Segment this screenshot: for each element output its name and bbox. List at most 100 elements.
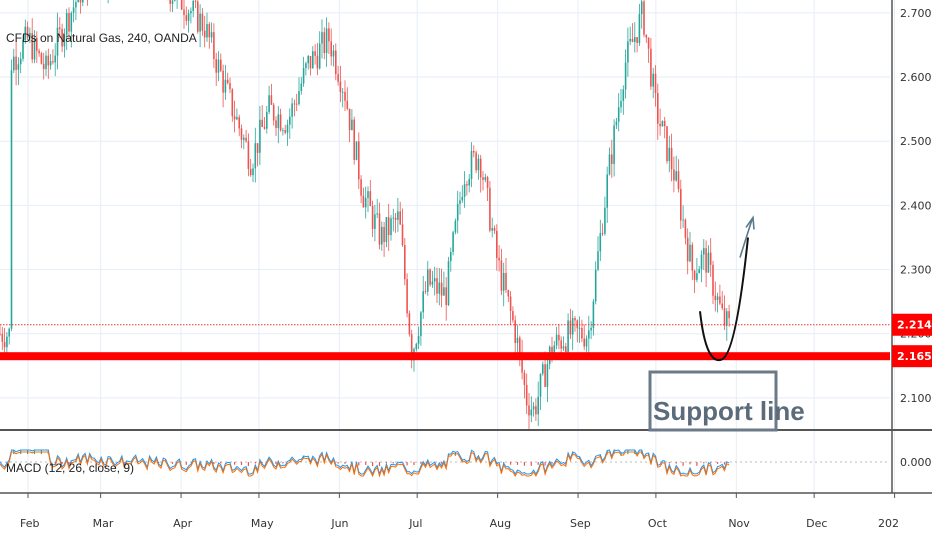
macd-histogram-bar <box>689 462 691 465</box>
candle-body <box>519 337 521 353</box>
macd-y-tick-label: 0.000 <box>900 456 932 469</box>
macd-line <box>0 449 730 476</box>
candle-body <box>332 50 335 57</box>
candle-body <box>318 43 321 69</box>
candle-body <box>539 373 542 397</box>
y-tick-label: 2.300 <box>900 264 932 277</box>
candle-body <box>670 147 673 170</box>
candle-body <box>666 126 668 162</box>
candle-body <box>59 27 61 29</box>
price-labels: 2.214 2.165 <box>892 313 932 368</box>
candle-body <box>284 130 286 133</box>
macd-histogram-bar <box>510 462 512 465</box>
macd-histogram-bar <box>516 462 519 465</box>
candle-body <box>341 91 344 93</box>
candle-body <box>169 0 171 4</box>
candle-body <box>663 120 666 127</box>
y-tick-label: 2.500 <box>900 135 932 148</box>
candle-body <box>433 278 436 282</box>
candle-body <box>440 282 443 296</box>
candle-body <box>231 89 234 117</box>
candle-body <box>728 311 730 319</box>
overlays <box>0 215 890 362</box>
candle-body <box>10 70 13 329</box>
macd-histogram-bar <box>392 462 394 464</box>
candle-body <box>3 341 6 348</box>
candle-body <box>282 130 284 131</box>
candle-body <box>427 269 429 292</box>
candle-body <box>394 217 397 220</box>
candle-body <box>328 28 330 42</box>
candle-body <box>351 119 353 131</box>
candle-body <box>645 34 648 38</box>
macd-histogram-bar <box>213 462 215 465</box>
candle-body <box>383 226 385 243</box>
candle-body <box>571 318 574 335</box>
candle-body <box>673 169 675 181</box>
candle-body <box>72 7 75 13</box>
macd-histogram-bar <box>344 462 346 464</box>
candle-body <box>243 137 245 140</box>
candle-body <box>562 346 565 349</box>
candle-body <box>22 40 24 59</box>
candle-body <box>263 126 266 129</box>
candle-body <box>40 53 43 64</box>
candle-body <box>360 179 362 196</box>
candle-body <box>684 219 687 238</box>
candle-body <box>1 334 4 342</box>
macd-indicator-label: MACD (12, 26, close, 9) <box>6 461 134 475</box>
candle-body <box>700 254 703 270</box>
macd-histogram-bar <box>75 459 77 461</box>
candle-body <box>224 79 227 93</box>
candle-body <box>477 158 480 171</box>
candle-body <box>583 338 585 347</box>
y-tick-label: 2.700 <box>900 7 932 20</box>
candle-body <box>316 55 319 69</box>
candle-body <box>229 83 231 90</box>
candle-body <box>555 334 558 346</box>
candle-body <box>247 141 250 169</box>
candle-body <box>461 196 464 201</box>
current-price-label-bg <box>892 313 932 336</box>
candle-body <box>608 154 611 175</box>
candle-body <box>521 352 523 373</box>
projection-curve <box>699 237 749 362</box>
candle-body <box>330 41 332 57</box>
candle-body <box>489 187 491 231</box>
candle-body <box>680 189 682 221</box>
candle-body <box>500 260 503 291</box>
candle-body <box>392 217 395 219</box>
candle-body <box>387 217 390 236</box>
candle-body <box>348 108 351 131</box>
x-tick-label: Aug <box>490 517 511 530</box>
candle-body <box>659 123 661 127</box>
candle-body <box>592 301 595 328</box>
macd-histogram-bar <box>61 462 63 464</box>
candle-body <box>716 296 719 301</box>
macd-histogram-bar <box>523 462 525 466</box>
annotation-box <box>648 370 778 432</box>
grid-lines <box>0 0 896 493</box>
candle-body <box>615 121 618 126</box>
macd-histogram-bar <box>551 462 553 464</box>
candle-body <box>79 0 82 3</box>
candle-body <box>617 107 620 122</box>
candle-body <box>438 282 441 294</box>
candle-body <box>463 184 466 197</box>
candle-body <box>210 32 213 38</box>
macd-histogram-bar <box>717 462 719 464</box>
candle-body <box>410 334 413 361</box>
candle-body <box>293 103 296 105</box>
candle-body <box>15 56 17 70</box>
candle-body <box>314 51 316 56</box>
candle-body <box>709 252 712 265</box>
candle-body <box>47 55 50 66</box>
candle-body <box>652 73 654 87</box>
x-tick-label: Apr <box>173 517 193 530</box>
candle-body <box>470 150 473 179</box>
candle-body <box>599 233 602 252</box>
candle-body <box>523 372 526 385</box>
candle-body <box>445 287 447 306</box>
candle-body <box>215 59 217 73</box>
candle-body <box>335 50 337 75</box>
